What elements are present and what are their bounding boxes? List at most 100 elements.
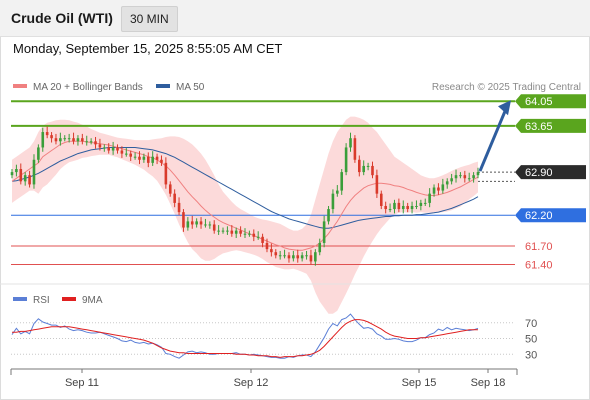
candle: [410, 201, 414, 214]
candle-body: [379, 193, 383, 206]
candle-body: [406, 205, 409, 210]
candle-body: [72, 138, 75, 142]
candle: [190, 215, 194, 229]
candle-body: [423, 202, 427, 204]
candle: [248, 230, 251, 237]
candle: [283, 249, 286, 259]
candle: [72, 132, 75, 145]
candle: [138, 151, 141, 165]
candle: [278, 250, 282, 260]
candle-body: [256, 236, 260, 238]
candle: [19, 163, 23, 185]
candle: [195, 218, 198, 228]
candle: [230, 225, 234, 237]
legend-swatch-ma50: [156, 84, 170, 88]
candle: [459, 172, 462, 179]
candle-body: [208, 224, 212, 226]
candle: [146, 152, 150, 168]
candle: [252, 229, 256, 242]
rsi-line: [11, 313, 479, 359]
candle: [234, 227, 238, 239]
candle-body: [155, 156, 159, 160]
candle-body: [10, 172, 14, 176]
candle-body: [45, 132, 49, 136]
candle: [89, 138, 93, 145]
candle: [111, 141, 115, 155]
resistance-2-label: 64.05: [525, 96, 553, 108]
candle: [423, 198, 427, 206]
legend-swatch-ma20: [13, 84, 27, 88]
projection-arrow-head: [498, 100, 511, 116]
candle-body: [212, 224, 216, 231]
candle-body: [410, 205, 414, 210]
candle: [428, 188, 431, 208]
candle: [441, 178, 445, 194]
candle: [419, 199, 423, 211]
main-legend: MA 20 + Bollinger Bands MA 50 Research ©…: [13, 82, 581, 93]
resistance-1-tag-bg: [515, 118, 586, 133]
last-price-tag: 62.90: [515, 165, 586, 180]
candle: [59, 132, 62, 146]
candle: [76, 135, 80, 146]
candle-body: [261, 236, 264, 243]
candle: [133, 152, 137, 160]
candle-body: [274, 252, 278, 256]
candle-body: [454, 175, 458, 179]
rsi-ma9-line: [12, 319, 478, 358]
candle-body: [195, 221, 198, 225]
candle: [336, 185, 339, 197]
candle-body: [76, 138, 80, 142]
candle: [261, 233, 264, 248]
candle-body: [305, 255, 308, 257]
x-tick-label: Sep 12: [234, 377, 269, 389]
candle: [375, 169, 379, 198]
candle-body: [54, 138, 58, 142]
candle-body: [314, 252, 317, 262]
timeframe-button[interactable]: 30 MIN: [121, 6, 178, 32]
candle-body: [243, 233, 247, 235]
candle: [437, 183, 440, 195]
candle-body: [445, 181, 449, 185]
candle-body: [375, 175, 379, 194]
candle: [168, 181, 172, 197]
candle-body: [28, 175, 31, 185]
candle-body: [384, 205, 387, 210]
candle-body: [116, 147, 119, 151]
candle-body: [190, 221, 194, 225]
candle-body: [164, 162, 168, 185]
rsi-tick-label: 50: [525, 334, 537, 346]
candle: [85, 135, 89, 146]
candle: [199, 217, 203, 229]
candle-body: [50, 135, 53, 139]
candle-body: [239, 230, 242, 234]
candle: [243, 228, 247, 239]
candle-body: [270, 249, 273, 253]
rsi-legend: RSI 9MA: [13, 295, 103, 306]
candle-body: [133, 156, 137, 158]
candle: [432, 184, 436, 197]
resistance-1-tag: 63.65: [515, 118, 586, 133]
candle-body: [476, 172, 480, 176]
candle: [305, 250, 308, 260]
candle-body: [125, 153, 128, 155]
candle: [63, 135, 67, 142]
candle: [67, 133, 71, 143]
candle-body: [463, 175, 467, 179]
candle: [221, 227, 225, 234]
candle: [177, 197, 181, 216]
candle-body: [146, 156, 150, 163]
candle: [353, 135, 357, 163]
candle: [393, 199, 396, 214]
candle-body: [441, 184, 445, 191]
candle-body: [393, 202, 396, 210]
candle-body: [327, 209, 330, 222]
candle-body: [362, 165, 365, 173]
resistance-2-tag: 64.05: [515, 94, 586, 109]
candle-body: [15, 169, 18, 173]
legend-label-ma50: MA 50: [176, 82, 205, 93]
candle-body: [300, 255, 304, 259]
candle: [300, 252, 304, 262]
candle: [318, 238, 322, 256]
pivot-tag-bg: [515, 208, 586, 223]
